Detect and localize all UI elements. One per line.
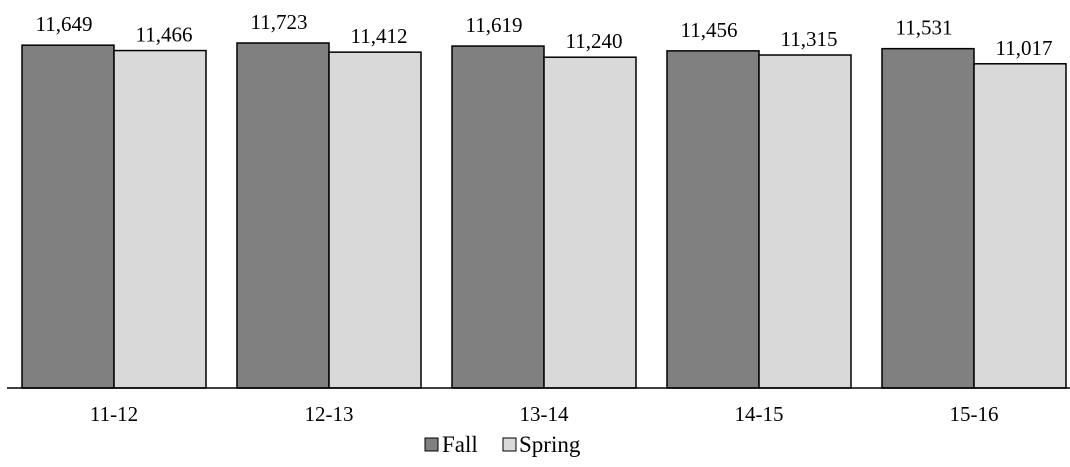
bar-spring-14-15: [758, 54, 852, 389]
bar-spring-12-13: [328, 51, 422, 389]
legend-swatch-fall: [424, 437, 439, 452]
data-label-spring-12-13: 11,412: [351, 24, 408, 48]
bar-fall-14-15: [666, 50, 760, 389]
data-label-fall-11-12: 11,649: [36, 12, 93, 36]
x-tick-label-13-14: 13-14: [520, 402, 569, 426]
data-label-fall-12-13: 11,723: [251, 10, 308, 34]
bars-layer: [21, 42, 1067, 389]
data-label-spring-15-16: 11,017: [996, 36, 1053, 60]
bar-spring-13-14: [543, 56, 637, 389]
data-label-fall-15-16: 11,531: [896, 16, 953, 40]
legend-label-spring: Spring: [519, 432, 581, 457]
data-label-spring-13-14: 11,240: [566, 29, 623, 53]
legend-label-fall: Fall: [442, 432, 478, 457]
data-label-spring-11-12: 11,466: [136, 23, 193, 47]
data-label-spring-14-15: 11,315: [781, 27, 838, 51]
x-tick-label-12-13: 12-13: [305, 402, 354, 426]
x-tick-label-15-16: 15-16: [950, 402, 999, 426]
bar-spring-15-16: [973, 63, 1067, 389]
x-tick-labels-layer: 11-12 12-13 13-14 14-15 15-16: [90, 402, 999, 426]
bar-fall-13-14: [451, 45, 545, 389]
legend-swatch-spring: [502, 437, 517, 452]
data-labels-layer: 11,649 11,466 11,723 11,412 11,619 11,240 11,4…: [36, 10, 1053, 60]
bar-fall-15-16: [881, 47, 975, 389]
bar-fall-12-13: [236, 42, 330, 389]
data-label-fall-13-14: 11,619: [466, 13, 523, 37]
data-label-fall-14-15: 11,456: [681, 18, 738, 42]
bar-spring-11-12: [113, 49, 207, 389]
legend: Fall Spring: [424, 432, 581, 457]
x-tick-label-14-15: 14-15: [735, 402, 784, 426]
x-tick-label-11-12: 11-12: [90, 402, 138, 426]
bar-fall-11-12: [21, 44, 115, 389]
